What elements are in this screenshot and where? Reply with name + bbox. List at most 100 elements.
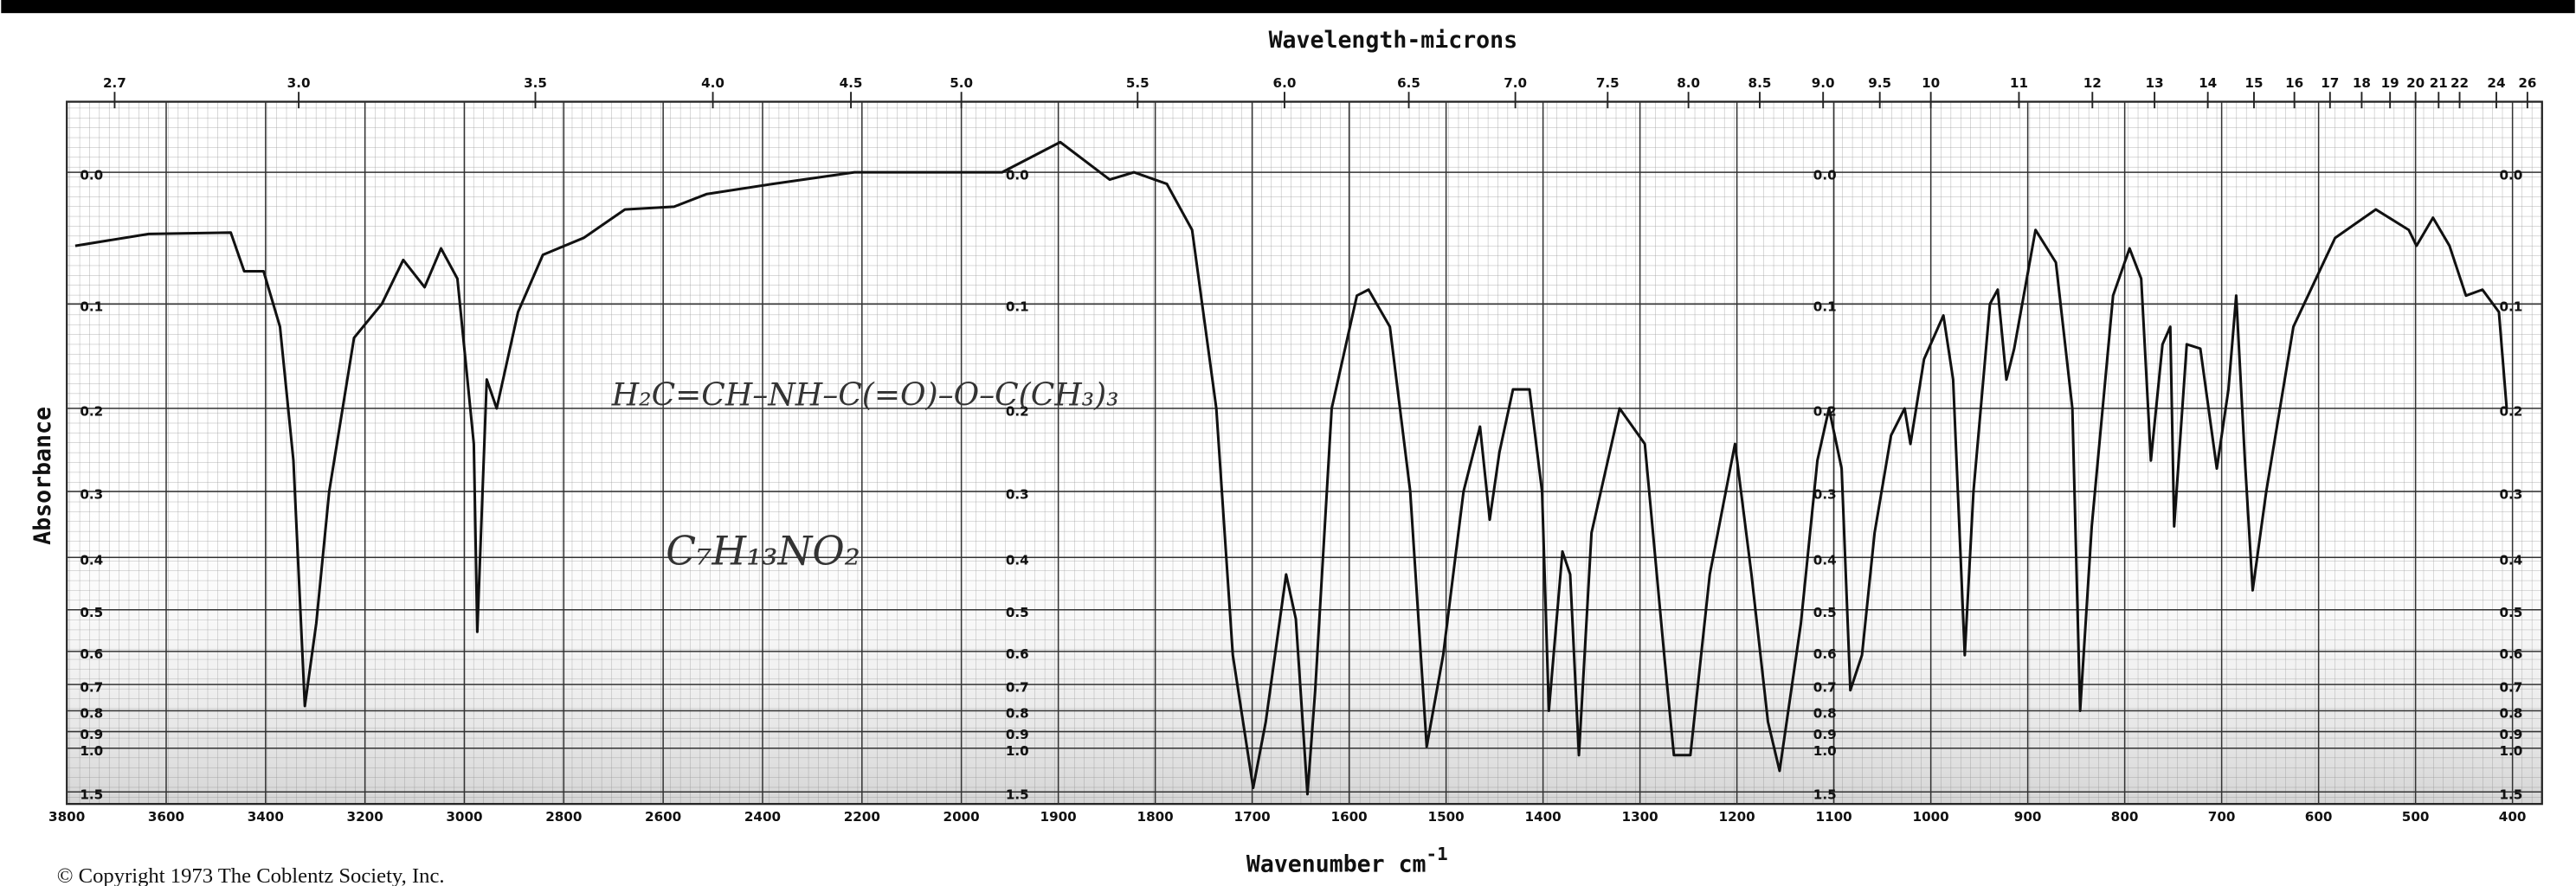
x-tick-label: 3400 <box>248 809 284 825</box>
x-tick-label: 1500 <box>1428 809 1465 825</box>
y-tick-label: 0.5 <box>80 605 103 620</box>
x2-tick-label: 9.5 <box>1868 75 1891 91</box>
x2-tick-label: 4.0 <box>701 75 724 91</box>
y-tick-label: 0.8 <box>80 706 103 722</box>
x2-tick-label: 6.5 <box>1397 75 1420 91</box>
x-tick-label: 1300 <box>1622 809 1658 825</box>
x-tick-label: 1400 <box>1525 809 1562 825</box>
y-tick-label: 0.1 <box>2499 299 2522 315</box>
top-band <box>1 0 2575 14</box>
x2-tick-label: 19 <box>2381 75 2399 91</box>
y-tick-label: 1.5 <box>2499 787 2522 803</box>
y-tick-label: 1.5 <box>80 787 103 803</box>
y-tick-label: 0.4 <box>1813 553 1837 568</box>
x-tick-label: 1700 <box>1234 809 1271 825</box>
x2-tick-label: 26 <box>2518 75 2536 91</box>
x2-tick-label: 5.0 <box>950 75 973 91</box>
x2-tick-label: 4.5 <box>840 75 863 91</box>
x2-tick-label: 8.0 <box>1677 75 1700 91</box>
y-tick-label: 0.6 <box>1813 646 1837 662</box>
y-tick-label: 0.9 <box>1006 727 1029 742</box>
x-tick-label: 700 <box>2208 809 2236 825</box>
y-tick-label: 0.2 <box>2499 403 2522 419</box>
y-tick-label: 0.3 <box>1006 486 1029 502</box>
formula-annotation: C₇H₁₃NO₂ <box>666 528 860 574</box>
x-tick-label: 400 <box>2499 809 2527 825</box>
y-tick-label: 0.9 <box>1813 727 1837 742</box>
y-tick-label: 0.0 <box>2499 167 2522 183</box>
x-axis-label: Wavenumber cm <box>1246 851 1426 877</box>
x-tick-label: 1000 <box>1913 809 1949 825</box>
spectrum <box>74 140 2508 796</box>
y-tick-label: 0.4 <box>1006 553 1029 568</box>
x-tick-label: 2600 <box>645 809 681 825</box>
x2-tick-label: 6.0 <box>1273 75 1297 91</box>
chart-title: Wavelength-microns <box>1269 27 1518 54</box>
y-tick-label: 0.8 <box>1006 706 1029 722</box>
x-tick-label: 600 <box>2305 809 2333 825</box>
x-tick-label: 1600 <box>1331 809 1368 825</box>
x2-tick-label: 24 <box>2487 75 2505 91</box>
y-tick-label: 0.5 <box>2499 605 2522 620</box>
x2-tick-label: 7.0 <box>1504 75 1527 91</box>
x2-tick-label: 16 <box>2285 75 2303 91</box>
y-tick-label: 1.5 <box>1813 787 1837 803</box>
labels: 3800 3600 3400 3200 3000 2800 2600 2400 2200 2000… <box>48 75 2536 825</box>
y-tick-label: 0.2 <box>1813 403 1837 419</box>
x2-tick-label: 9.0 <box>1812 75 1835 91</box>
y-tick-label: 0.0 <box>1006 167 1029 183</box>
y-tick-label: 1.0 <box>1006 743 1029 759</box>
x2-tick-label: 18 <box>2353 75 2371 91</box>
x2-tick-label: 15 <box>2244 75 2263 91</box>
x-tick-label: 2800 <box>545 809 582 825</box>
y-tick-label: 0.2 <box>80 403 103 419</box>
x-tick-label: 1200 <box>1719 809 1755 825</box>
y-tick-label: 0.0 <box>80 167 103 183</box>
x-tick-label: 800 <box>2111 809 2139 825</box>
y-tick-label: 1.0 <box>1813 743 1837 759</box>
y-tick-label: 0.1 <box>1813 299 1837 315</box>
x-tick-label: 500 <box>2402 809 2430 825</box>
y-tick-label: 0.4 <box>80 553 103 568</box>
x-tick-label: 1800 <box>1137 809 1174 825</box>
y-tick-label: 1.0 <box>2499 743 2522 759</box>
x2-tick-label: 3.5 <box>524 75 547 91</box>
y-tick-label: 0.9 <box>2499 727 2522 742</box>
x2-tick-label: 22 <box>2450 75 2469 91</box>
y-tick-label: 0.0 <box>1813 167 1837 183</box>
y-tick-label: 1.5 <box>1006 787 1029 803</box>
y-tick-label: 0.8 <box>1813 706 1837 722</box>
x2-tick-label: 11 <box>2010 75 2028 91</box>
y-axis-title: Absorbance <box>29 407 56 545</box>
x2-tick-label: 2.7 <box>103 75 126 91</box>
x-axis-label-superscript: -1 <box>1426 844 1448 864</box>
y-tick-label: 0.7 <box>2499 679 2522 695</box>
y-tick-label: 0.6 <box>2499 646 2522 662</box>
x2-tick-label: 14 <box>2199 75 2217 91</box>
x-tick-label: 3000 <box>446 809 482 825</box>
y-tick-label: 0.4 <box>2499 553 2522 568</box>
y-tick-label: 0.5 <box>1006 605 1029 620</box>
y-tick-label: 1.0 <box>80 743 103 759</box>
copyright: © Copyright 1973 The Coblentz Society, I… <box>57 864 445 886</box>
plot-shade <box>67 101 2542 805</box>
x2-tick-label: 10 <box>1922 75 1940 91</box>
y-tick-label: 0.2 <box>1006 403 1029 419</box>
y-tick-label: 0.9 <box>80 727 103 742</box>
major-grid <box>66 92 2542 805</box>
x-tick-label: 3200 <box>347 809 383 825</box>
x-tick-label: 1100 <box>1816 809 1852 825</box>
y-tick-label: 0.3 <box>80 486 103 502</box>
x2-tick-label: 21 <box>2430 75 2448 91</box>
x-tick-label: 3800 <box>48 809 85 825</box>
x-axis-title: Wavenumber cm-1 <box>1246 844 1448 877</box>
x2-tick-label: 20 <box>2406 75 2425 91</box>
x-tick-label: 2200 <box>844 809 880 825</box>
y-tick-label: 0.1 <box>80 299 103 315</box>
x-tick-label: 1900 <box>1040 809 1077 825</box>
y-tick-label: 0.3 <box>2499 486 2522 502</box>
y-tick-label: 0.6 <box>80 646 103 662</box>
y-tick-label: 0.5 <box>1813 605 1837 620</box>
x2-tick-label: 13 <box>2146 75 2164 91</box>
